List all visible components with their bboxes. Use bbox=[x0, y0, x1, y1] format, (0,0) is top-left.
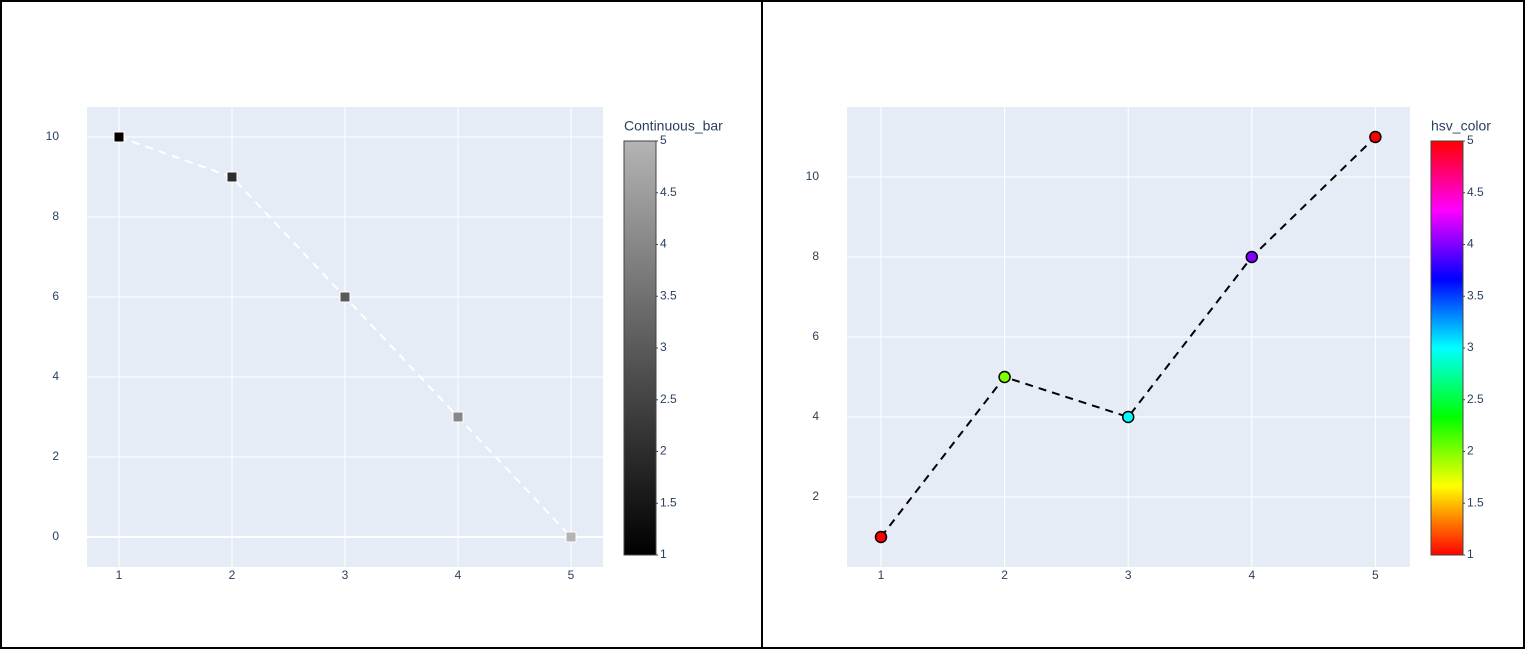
x-tick-label: 2 bbox=[1001, 568, 1008, 582]
y-tick-label: 4 bbox=[52, 369, 59, 383]
x-tick-label: 5 bbox=[568, 568, 575, 582]
y-tick-label: 0 bbox=[52, 529, 59, 543]
x-tick-label: 4 bbox=[455, 568, 462, 582]
x-tick-label: 2 bbox=[229, 568, 236, 582]
x-tick-label: 1 bbox=[116, 568, 123, 582]
colorbar-tick-label: 3.5 bbox=[660, 288, 677, 302]
colorbar bbox=[623, 140, 657, 556]
panel-border bbox=[761, 0, 1525, 649]
y-tick-label: 4 bbox=[812, 409, 819, 423]
x-tick-label: 3 bbox=[342, 568, 349, 582]
colorbar-title: Continuous_bar bbox=[624, 118, 723, 134]
x-tick-label: 4 bbox=[1248, 568, 1255, 582]
marker bbox=[452, 411, 464, 423]
colorbar-tick-label: 3 bbox=[1467, 340, 1474, 354]
y-tick-label: 6 bbox=[52, 289, 59, 303]
marker bbox=[998, 370, 1011, 384]
marker bbox=[874, 530, 888, 544]
colorbar bbox=[1430, 140, 1464, 556]
colorbar-tick-label: 4.5 bbox=[660, 185, 677, 199]
colorbar-tick-label: 1.5 bbox=[1467, 495, 1484, 509]
colorbar-tick-label: 2.5 bbox=[1467, 392, 1484, 406]
marker bbox=[1245, 250, 1259, 264]
y-tick-label: 6 bbox=[812, 329, 819, 343]
y-tick-label: 2 bbox=[52, 449, 59, 463]
colorbar-tick-label: 1.5 bbox=[660, 495, 677, 509]
x-tick-label: 3 bbox=[1125, 568, 1132, 582]
marker bbox=[339, 291, 351, 303]
colorbar-tick-label: 4 bbox=[1467, 237, 1474, 251]
marker bbox=[226, 171, 238, 183]
marker bbox=[113, 131, 125, 143]
y-tick-label: 8 bbox=[812, 249, 819, 263]
y-tick-label: 10 bbox=[46, 129, 60, 143]
marker bbox=[1121, 410, 1135, 424]
x-tick-label: 5 bbox=[1372, 568, 1379, 582]
y-tick-label: 10 bbox=[806, 169, 820, 183]
y-tick-label: 8 bbox=[52, 209, 59, 223]
colorbar-tick-label: 3 bbox=[660, 340, 667, 354]
marker bbox=[565, 531, 577, 543]
x-tick-label: 1 bbox=[878, 568, 885, 582]
colorbar-tick-label: 2 bbox=[1467, 444, 1474, 458]
colorbar-tick-label: 2 bbox=[660, 444, 667, 458]
colorbar-tick-label: 1 bbox=[1467, 547, 1474, 561]
colorbar-tick-label: 5 bbox=[660, 133, 667, 147]
colorbar-tick-label: 4.5 bbox=[1467, 185, 1484, 199]
colorbar-tick-label: 1 bbox=[660, 547, 667, 561]
colorbar-tick-label: 3.5 bbox=[1467, 288, 1484, 302]
colorbar-tick-label: 4 bbox=[660, 237, 667, 251]
colorbar-tick-label: 5 bbox=[1467, 133, 1474, 147]
marker bbox=[1369, 130, 1382, 144]
y-tick-label: 2 bbox=[812, 489, 819, 503]
line bbox=[880, 136, 1377, 538]
colorbar-title: hsv_color bbox=[1431, 118, 1491, 134]
colorbar-tick-label: 2.5 bbox=[660, 392, 677, 406]
